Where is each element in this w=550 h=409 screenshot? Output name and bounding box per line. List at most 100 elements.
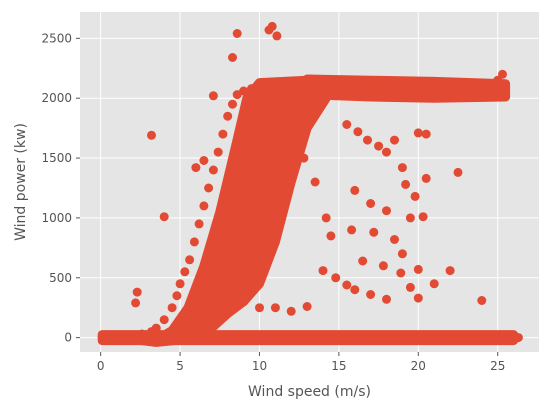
x-axis-label: Wind speed (m/s) — [248, 384, 371, 400]
data-point — [382, 294, 391, 304]
data-point — [390, 135, 399, 145]
data-point — [421, 173, 431, 183]
data-point — [191, 334, 201, 344]
data-point — [175, 279, 185, 289]
data-point — [310, 177, 320, 187]
data-point — [350, 185, 360, 195]
data-point — [191, 318, 201, 328]
x-tick-labels: 0 5 10 15 20 25 — [97, 359, 506, 373]
data-point — [247, 84, 256, 94]
data-point — [255, 82, 264, 92]
data-point — [410, 191, 420, 201]
y-tick-labels: 0 500 1000 1500 2000 2500 — [41, 31, 72, 344]
data-point — [501, 85, 511, 95]
data-point — [477, 82, 487, 92]
data-point — [342, 332, 352, 342]
data-point — [215, 302, 225, 311]
y-tick-label: 1500 — [41, 151, 72, 165]
data-point — [461, 333, 471, 343]
y-axis-label: Wind power (kw) — [13, 123, 29, 241]
data-point — [382, 85, 391, 95]
plot-background — [80, 12, 539, 352]
data-point — [132, 287, 142, 297]
data-point — [390, 333, 399, 343]
data-point — [461, 86, 471, 96]
y-tick-label: 500 — [49, 271, 72, 285]
data-point — [382, 147, 391, 157]
data-point — [347, 225, 357, 235]
data-point — [223, 294, 233, 304]
data-point — [397, 163, 407, 173]
data-point — [207, 334, 217, 344]
x-tick-label: 5 — [176, 359, 184, 373]
data-point — [189, 237, 199, 247]
data-point — [159, 336, 169, 346]
data-point — [167, 336, 177, 346]
data-point — [172, 291, 182, 301]
data-point — [418, 212, 428, 222]
data-point — [267, 21, 277, 31]
data-point — [397, 249, 407, 259]
data-point — [445, 266, 455, 276]
data-point — [366, 199, 376, 208]
x-tick-label: 25 — [490, 359, 505, 373]
data-point — [366, 333, 376, 343]
data-point — [453, 167, 463, 177]
data-point — [247, 334, 256, 344]
data-points — [97, 21, 523, 347]
data-point — [270, 333, 280, 343]
data-point — [204, 183, 214, 193]
data-point — [270, 81, 280, 91]
x-tick-label: 0 — [97, 359, 105, 373]
data-point — [326, 231, 336, 241]
data-point — [286, 333, 296, 343]
data-point — [378, 261, 388, 271]
data-point — [342, 280, 352, 290]
data-point — [299, 153, 309, 163]
data-point — [445, 88, 455, 98]
data-point — [208, 91, 218, 101]
data-point — [413, 87, 423, 97]
data-point — [207, 291, 217, 301]
data-point — [390, 235, 399, 244]
data-point — [208, 165, 218, 175]
data-point — [255, 303, 264, 313]
data-point — [223, 111, 233, 121]
data-point — [469, 333, 479, 343]
data-point — [318, 82, 328, 92]
data-point — [318, 333, 328, 343]
data-point — [183, 326, 193, 335]
data-point — [185, 255, 195, 265]
data-point — [477, 296, 487, 305]
data-point — [331, 273, 341, 283]
data-point — [321, 213, 331, 223]
data-point — [350, 84, 360, 94]
data-point — [159, 315, 169, 325]
data-point — [302, 332, 312, 342]
data-point — [405, 282, 415, 292]
data-point — [437, 332, 447, 342]
data-point — [218, 129, 228, 139]
data-point — [239, 86, 249, 96]
axis-ticks — [76, 37, 499, 356]
data-point — [397, 332, 407, 342]
data-point — [232, 29, 242, 38]
data-point — [382, 206, 391, 216]
data-point — [413, 333, 423, 343]
data-point — [175, 332, 185, 342]
data-point — [490, 90, 499, 100]
data-point — [199, 306, 209, 316]
data-point — [421, 129, 431, 139]
data-point — [413, 128, 423, 138]
y-tick-label: 0 — [64, 331, 72, 345]
data-point — [369, 227, 379, 237]
data-point — [191, 163, 201, 173]
data-point — [272, 31, 282, 41]
data-point — [131, 298, 141, 308]
data-point — [228, 99, 237, 109]
data-point — [286, 306, 296, 316]
data-point — [429, 279, 439, 289]
data-point — [199, 156, 209, 165]
y-tick-label: 2500 — [41, 31, 72, 45]
